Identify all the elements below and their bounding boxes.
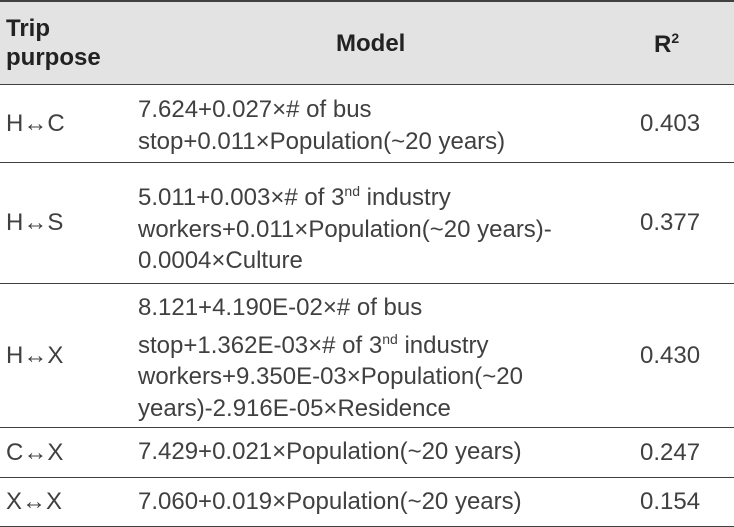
trip-purpose-cell: H↔X	[6, 341, 64, 369]
trip-purpose-cell: H↔S	[6, 209, 64, 236]
model-cell: 7.429+0.021×Population(~20 years)	[138, 438, 522, 465]
table-row: X↔X 7.060+0.019×Population(~20 years) 0.…	[0, 478, 734, 527]
trip-purpose-cell: X↔X	[6, 488, 63, 515]
r2-cell: 0.403	[640, 110, 701, 137]
r2-cell: 0.377	[640, 209, 701, 236]
header-trip-purpose: Trip purpose	[6, 15, 101, 71]
model-cell: 5.011+0.003×# of 3nd industry workers+0.…	[138, 183, 552, 274]
trip-purpose-cell: H↔C	[6, 110, 65, 137]
r2-cell: 0.154	[640, 488, 701, 515]
table-row: H↔X 8.121+4.190E-02×# of bus stop+1.362E…	[0, 284, 734, 428]
r2-cell: 0.430	[640, 341, 701, 369]
table-header: Trip purpose Model R2	[0, 2, 734, 85]
model-cell: 8.121+4.190E-02×# of bus stop+1.362E-03×…	[138, 294, 523, 422]
r2-cell: 0.247	[640, 438, 701, 466]
model-cell: 7.060+0.019×Population(~20 years)	[138, 488, 522, 515]
header-r2: R2	[654, 30, 680, 58]
table-row: H↔C 7.624+0.027×# of bus stop+0.011×Popu…	[0, 86, 734, 163]
table-row: H↔S 5.011+0.003×# of 3nd industry worker…	[0, 163, 734, 284]
model-cell: 7.624+0.027×# of bus stop+0.011×Populati…	[138, 96, 506, 155]
trip-purpose-cell: C↔X	[6, 438, 64, 466]
table-row: C↔X 7.429+0.021×Population(~20 years) 0.…	[0, 428, 734, 478]
header-model: Model	[336, 30, 406, 57]
